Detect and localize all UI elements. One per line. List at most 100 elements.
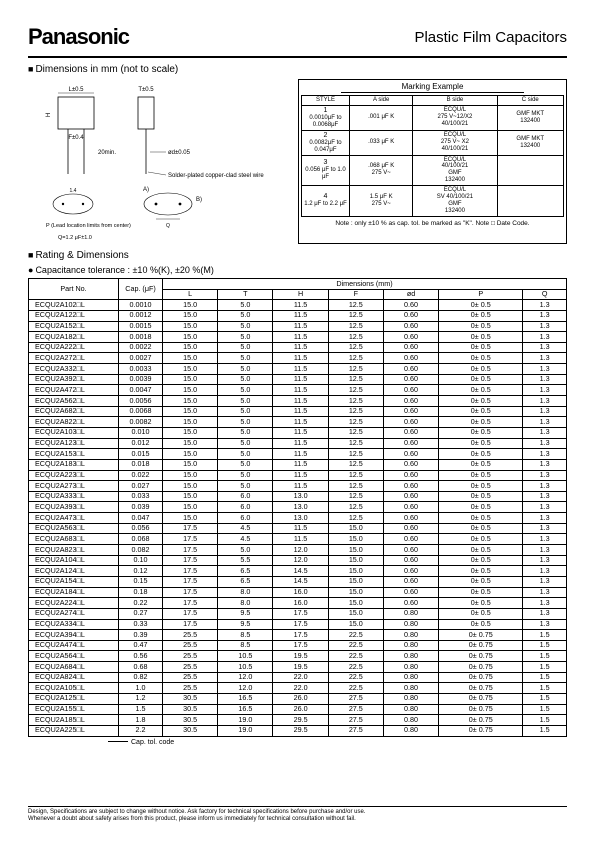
table-cell: 0± 0.5 (439, 576, 523, 587)
table-cell: 0.60 (383, 353, 438, 364)
table-cell: 0.80 (383, 619, 438, 630)
table-cell: 5.5 (218, 555, 273, 566)
table-cell: 15.0 (163, 321, 218, 332)
table-row: ECQU2A683□L0.06817.54.511.515.00.600± 0.… (29, 534, 567, 545)
table-cell: ECQU2A392□L (29, 374, 119, 385)
table-cell: 12.0 (218, 683, 273, 694)
table-cell: 1.3 (523, 502, 567, 513)
table-cell: 0.60 (383, 598, 438, 609)
table-cell: 0± 0.5 (439, 481, 523, 492)
table-cell: 0± 0.5 (439, 608, 523, 619)
table-cell: 1.5 (523, 683, 567, 694)
table-row: ECQU2A562□L0.005615.05.011.512.50.600± 0… (29, 396, 567, 407)
table-cell: 15.0 (163, 310, 218, 321)
table-cell: 0.60 (383, 470, 438, 481)
table-cell: ECQU2A223□L (29, 470, 119, 481)
table-cell: 11.5 (273, 523, 328, 534)
table-cell: 1.3 (523, 523, 567, 534)
table-cell: 5.0 (218, 427, 273, 438)
col-dims: Dimensions (mm) (163, 279, 567, 290)
table-cell: ECQU2A102□L (29, 300, 119, 311)
table-cell: 0± 0.5 (439, 449, 523, 460)
table-cell: 0.60 (383, 523, 438, 534)
table-row: ECQU2A184□L0.1817.58.016.015.00.600± 0.5… (29, 587, 567, 598)
svg-text:H: H (46, 113, 52, 117)
table-cell: 5.0 (218, 459, 273, 470)
table-cell: 0.047 (119, 513, 163, 524)
table-cell: 1.3 (523, 545, 567, 556)
table-cell: 19.5 (273, 651, 328, 662)
table-cell: 0± 0.75 (439, 651, 523, 662)
table-cell: 0± 0.5 (439, 364, 523, 375)
marking-side-cell: .068 μF K 275 V~ (350, 155, 413, 186)
table-cell: 15.0 (163, 438, 218, 449)
table-cell: 0.80 (383, 715, 438, 726)
table-cell: 15.0 (328, 555, 383, 566)
table-cell: 1.3 (523, 364, 567, 375)
table-cell: 15.0 (163, 396, 218, 407)
table-row: ECQU2A332□L0.003315.05.011.512.50.600± 0… (29, 364, 567, 375)
table-cell: 16.5 (218, 704, 273, 715)
table-cell: 0.39 (119, 630, 163, 641)
table-cell: 11.5 (273, 310, 328, 321)
table-cell: 6.5 (218, 576, 273, 587)
table-cell: 25.5 (163, 683, 218, 694)
table-cell: 22.0 (273, 683, 328, 694)
marking-side-cell: GMF MKT 132400 (497, 130, 563, 155)
table-cell: 30.5 (163, 715, 218, 726)
table-cell: 2.2 (119, 725, 163, 736)
table-cell: 15.0 (328, 608, 383, 619)
table-row: ECQU2A102□L0.001015.05.011.512.50.600± 0… (29, 300, 567, 311)
table-cell: 0.68 (119, 662, 163, 673)
table-cell: 22.0 (273, 672, 328, 683)
table-cell: 0± 0.5 (439, 513, 523, 524)
marking-table: STYLEA sideB sideC side 10.0010μF to 0.0… (301, 95, 564, 217)
table-cell: 5.0 (218, 470, 273, 481)
table-cell: 0.60 (383, 491, 438, 502)
dim-col: F (328, 289, 383, 300)
dim-col: L (163, 289, 218, 300)
table-cell: 15.0 (328, 534, 383, 545)
table-cell: 1.3 (523, 310, 567, 321)
table-row: ECQU2A684□L0.6825.510.519.522.50.800± 0.… (29, 662, 567, 673)
table-cell: 0± 0.75 (439, 704, 523, 715)
table-cell: 11.5 (273, 342, 328, 353)
marking-side-cell (497, 186, 563, 217)
table-cell: 15.0 (163, 449, 218, 460)
table-cell: 0± 0.5 (439, 332, 523, 343)
table-cell: ECQU2A822□L (29, 417, 119, 428)
table-cell: 0± 0.75 (439, 715, 523, 726)
table-cell: 12.5 (328, 481, 383, 492)
table-cell: 0.0056 (119, 396, 163, 407)
table-row: ECQU2A273□L0.02715.05.011.512.50.600± 0.… (29, 481, 567, 492)
table-row: ECQU2A122□L0.001215.05.011.512.50.600± 0… (29, 310, 567, 321)
table-cell: 8.5 (218, 640, 273, 651)
table-cell: 0.80 (383, 630, 438, 641)
table-cell: 1.3 (523, 555, 567, 566)
svg-text:1.4: 1.4 (70, 188, 77, 194)
table-cell: ECQU2A333□L (29, 491, 119, 502)
table-cell: 5.0 (218, 385, 273, 396)
marking-side-cell: ECQU/L 40/100/21 GMF 132400 (413, 155, 497, 186)
table-cell: 17.5 (163, 555, 218, 566)
table-cell: 0.60 (383, 459, 438, 470)
table-cell: 12.0 (218, 672, 273, 683)
page-footer: Design, Specifications are subject to ch… (28, 806, 567, 823)
marking-side-cell: .001 μF K (350, 105, 413, 130)
table-row: ECQU2A185□L1.830.519.029.527.50.800± 0.7… (29, 715, 567, 726)
table-cell: 11.5 (273, 300, 328, 311)
table-cell: 0± 0.75 (439, 725, 523, 736)
col-cap: Cap. (μF) (119, 279, 163, 300)
table-cell: 15.0 (328, 576, 383, 587)
table-cell: 12.0 (273, 545, 328, 556)
table-cell: 5.0 (218, 364, 273, 375)
table-cell: 8.0 (218, 587, 273, 598)
table-cell: 0.60 (383, 481, 438, 492)
table-cell: 17.5 (163, 523, 218, 534)
table-cell: 5.0 (218, 310, 273, 321)
table-cell: 0.033 (119, 491, 163, 502)
table-cell: 12.5 (328, 491, 383, 502)
table-cell: ECQU2A153□L (29, 449, 119, 460)
table-cell: 14.5 (273, 576, 328, 587)
table-cell: 0.60 (383, 576, 438, 587)
